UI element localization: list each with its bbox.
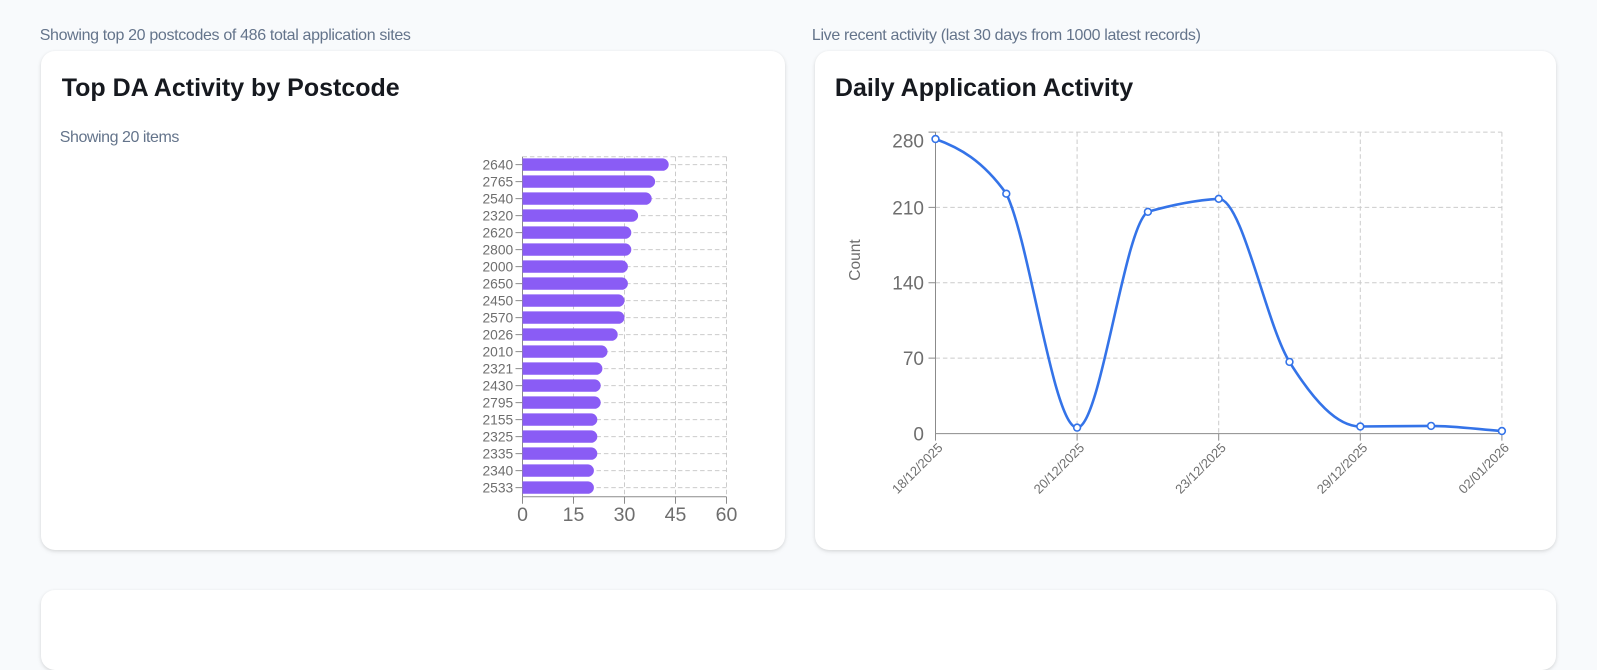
svg-text:2540: 2540 <box>482 192 513 207</box>
svg-text:280: 280 <box>892 131 924 152</box>
svg-text:15: 15 <box>563 504 585 526</box>
svg-text:2335: 2335 <box>482 447 513 462</box>
svg-text:2325: 2325 <box>482 430 513 445</box>
svg-text:Count: Count <box>847 239 864 281</box>
svg-text:2800: 2800 <box>482 243 513 258</box>
svg-text:2620: 2620 <box>482 226 513 241</box>
svg-text:2450: 2450 <box>482 294 513 309</box>
svg-text:60: 60 <box>716 504 738 526</box>
svg-text:2765: 2765 <box>482 175 513 190</box>
svg-text:18/12/2025: 18/12/2025 <box>889 440 946 497</box>
svg-text:2340: 2340 <box>482 464 513 479</box>
svg-text:210: 210 <box>892 198 924 219</box>
svg-text:2000: 2000 <box>482 260 513 275</box>
svg-text:0: 0 <box>517 504 528 526</box>
svg-text:2010: 2010 <box>482 345 513 360</box>
svg-text:2640: 2640 <box>482 158 513 173</box>
svg-text:30: 30 <box>614 504 636 526</box>
svg-text:140: 140 <box>892 274 924 295</box>
svg-text:70: 70 <box>903 349 924 370</box>
svg-text:2155: 2155 <box>482 413 513 428</box>
svg-text:2430: 2430 <box>482 379 513 394</box>
svg-text:2650: 2650 <box>482 277 513 292</box>
svg-text:2533: 2533 <box>482 481 513 496</box>
svg-text:45: 45 <box>665 504 687 526</box>
svg-text:29/12/2025: 29/12/2025 <box>1314 440 1371 497</box>
svg-text:2570: 2570 <box>482 311 513 326</box>
svg-text:20/12/2025: 20/12/2025 <box>1031 440 1088 497</box>
svg-text:2795: 2795 <box>482 396 513 411</box>
svg-text:0: 0 <box>913 425 924 446</box>
svg-text:2321: 2321 <box>482 362 513 377</box>
svg-text:02/01/2026: 02/01/2026 <box>1455 440 1512 497</box>
svg-text:23/12/2025: 23/12/2025 <box>1172 440 1229 497</box>
svg-text:2026: 2026 <box>482 328 513 343</box>
svg-text:2320: 2320 <box>482 209 513 224</box>
